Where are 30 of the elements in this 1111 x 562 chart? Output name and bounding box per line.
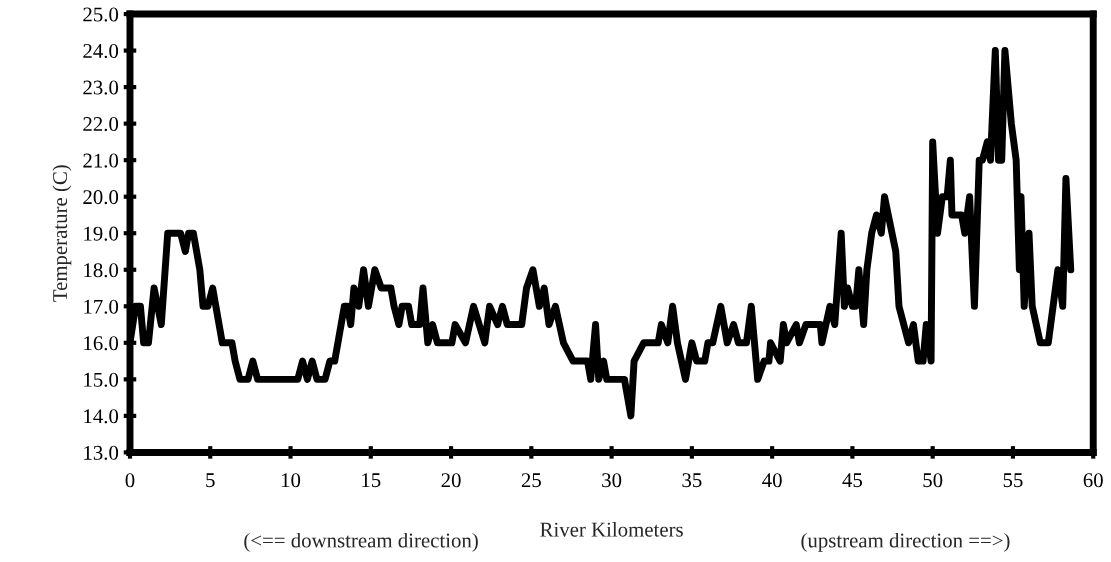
y-tick-label: 25.0 [83, 7, 119, 22]
x-tick-label: 60 [1083, 473, 1103, 488]
x-tick-label: 25 [521, 473, 541, 488]
x-tick-label: 50 [923, 473, 943, 488]
x-tick-label: 10 [281, 473, 301, 488]
x-tick-label: 15 [362, 473, 381, 488]
y-tick-label: 20.0 [83, 190, 119, 205]
x-tick-label: 55 [1003, 473, 1023, 488]
y-tick-label: 15.0 [84, 372, 119, 387]
x-tick-label: 45 [842, 473, 863, 488]
x-tick-label: 40 [762, 473, 782, 488]
x-tick-label: 20 [441, 473, 461, 488]
text: (<== downstream direction) [244, 532, 478, 552]
text: (upstream direction ==>) [801, 532, 1010, 552]
x-tick-label: 5 [206, 473, 215, 488]
y-tick-label: 24.0 [83, 43, 119, 59]
x-tick-label: 30 [602, 473, 622, 488]
y-tick-label: 14.0 [84, 409, 119, 424]
y-tick-label: 16.0 [84, 336, 119, 351]
y-tick-label: 23.0 [83, 80, 119, 95]
y-tick-label: 18.0 [84, 263, 119, 278]
y-axis-title: Temperature (C) [52, 165, 72, 302]
y-tick-label: 19.0 [84, 226, 119, 241]
y-tick-label: 21.0 [83, 153, 119, 168]
x-tick-label: 0 [125, 473, 135, 488]
y-tick-label: 13.0 [84, 445, 119, 460]
y-tick-label: 22.0 [83, 117, 119, 132]
x-axis-title: River Kilometers [540, 522, 683, 537]
y-tick-label: 17.0 [84, 299, 119, 314]
x-tick-label: 35 [682, 473, 702, 488]
